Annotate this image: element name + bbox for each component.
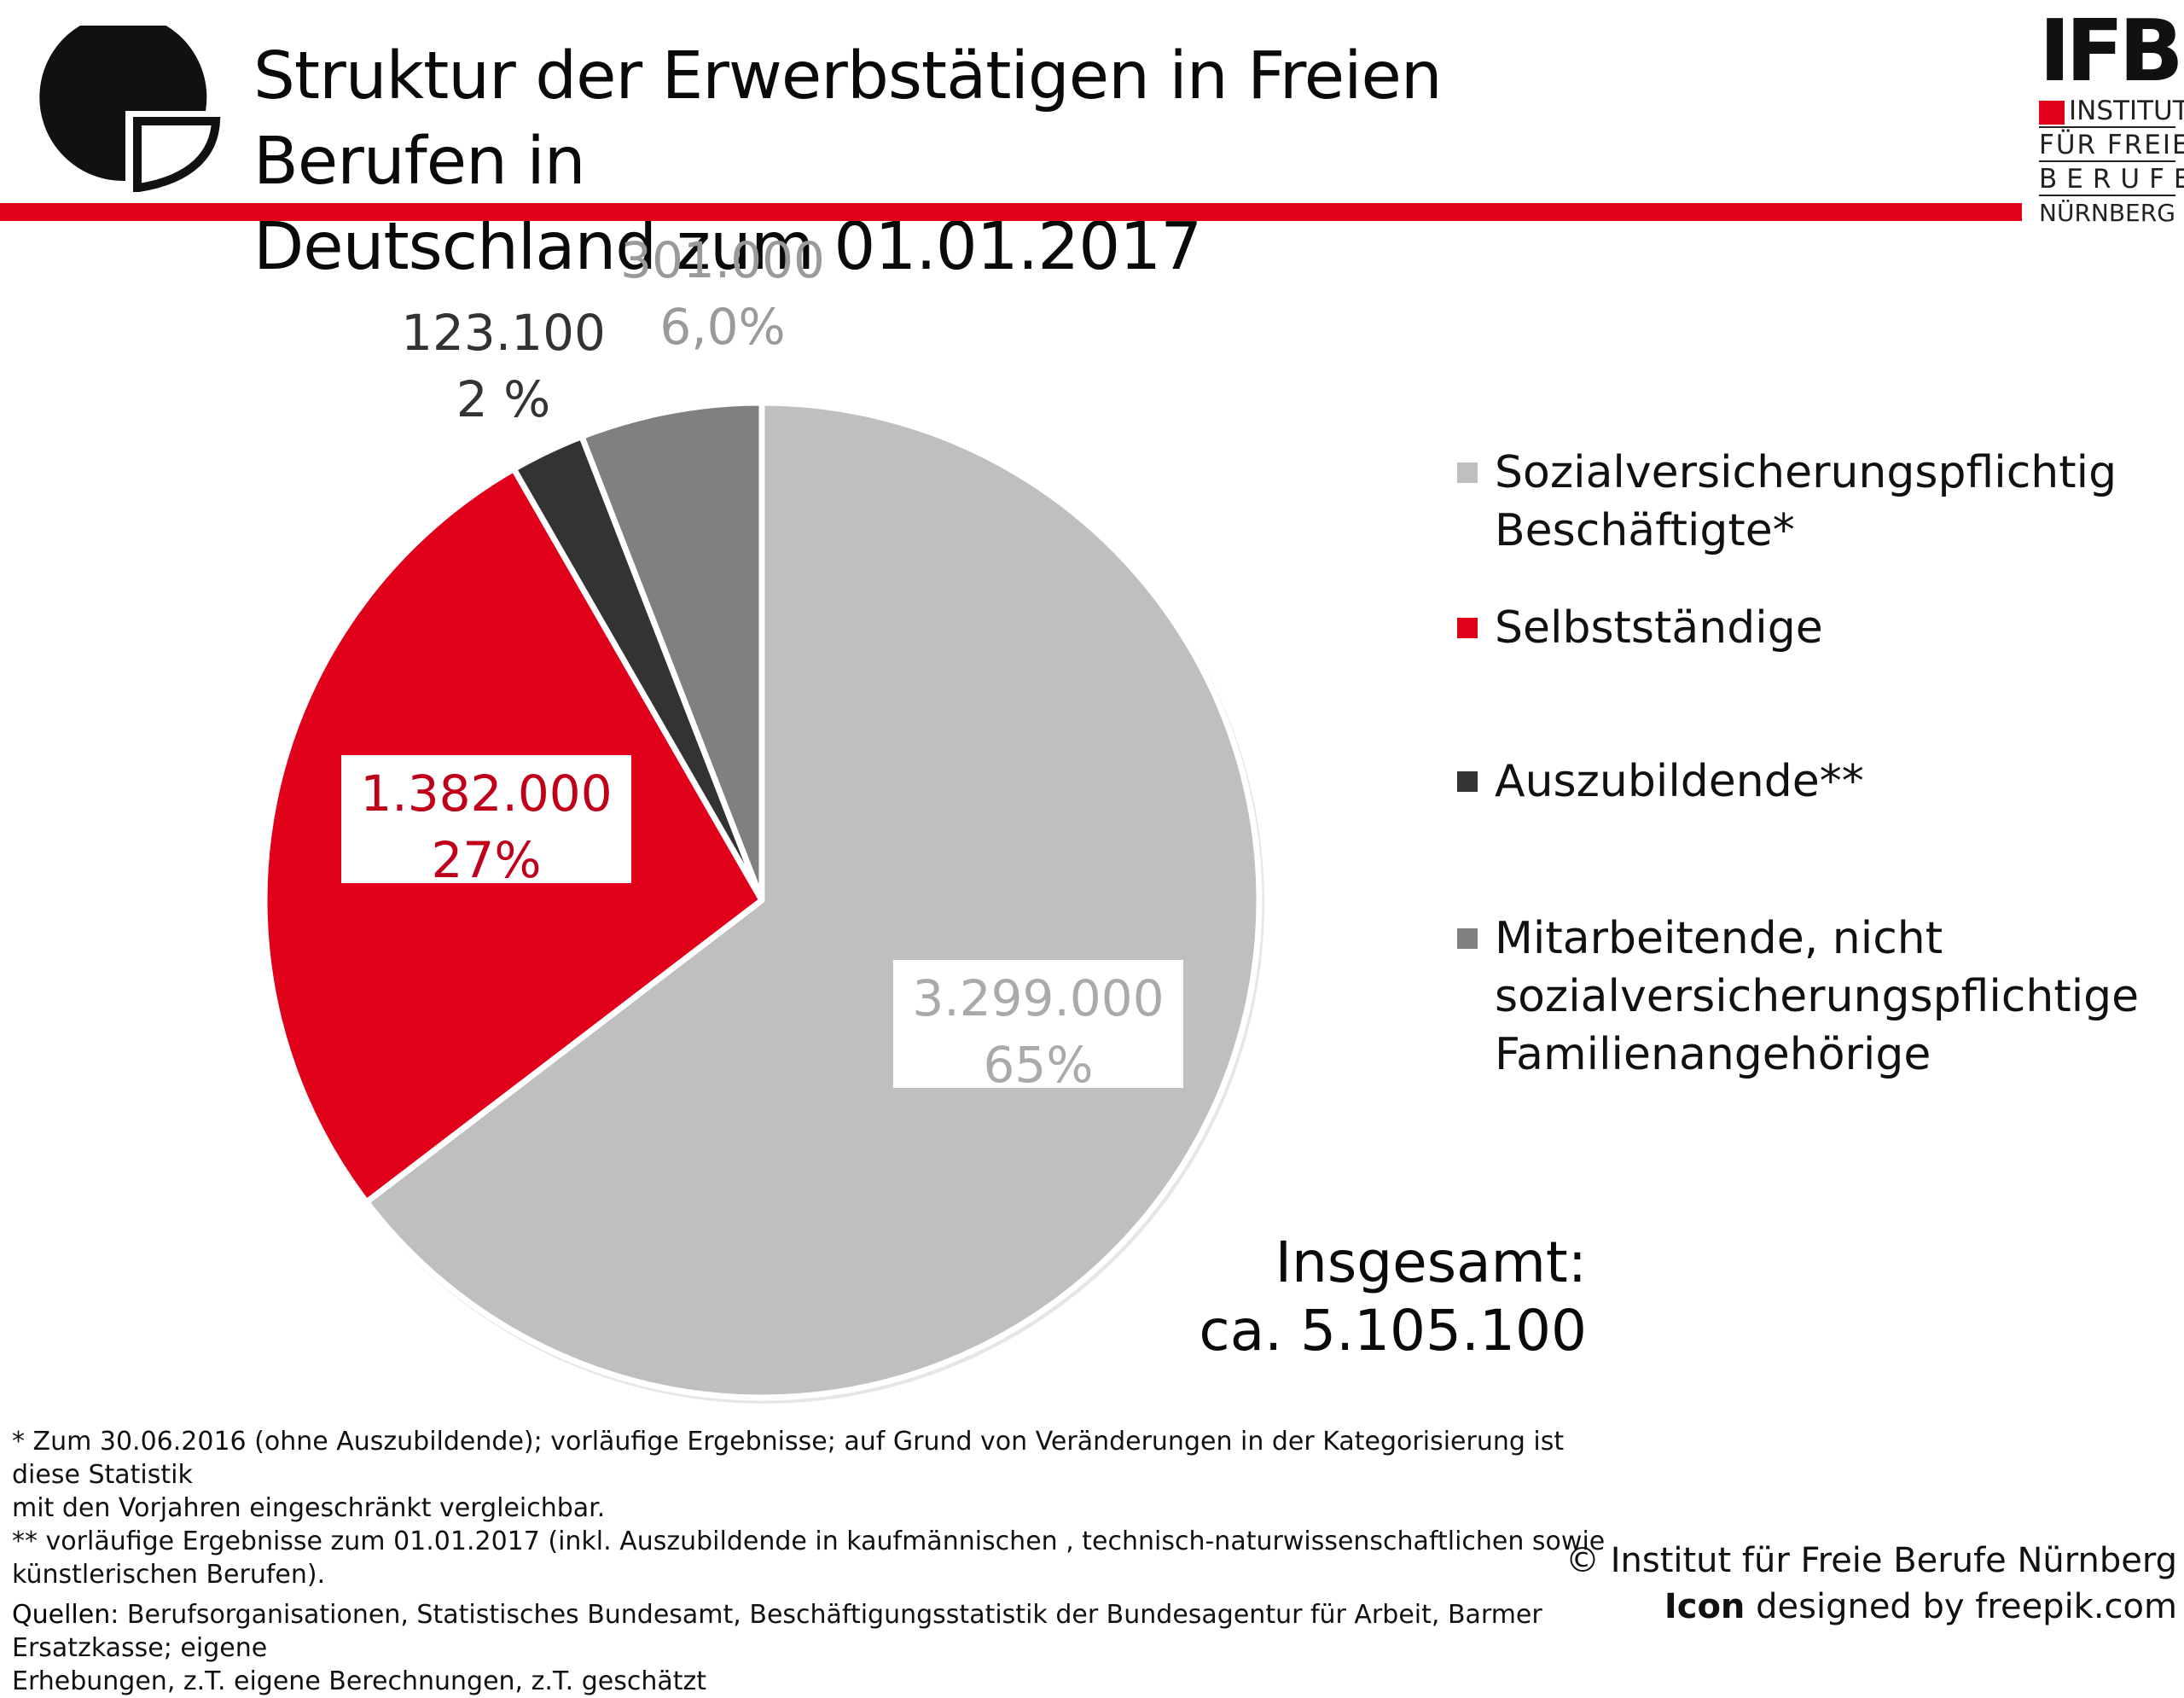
footnote-1-line-1: * Zum 30.06.2016 (ohne Auszubildende); v… [12,1427,1565,1490]
icon-credit-rest: designed by freepik.com [1745,1587,2177,1626]
legend-item-auszubildende: Auszubildende** [1450,753,2143,811]
legend-item-sozialversicherungspflichtig: Sozialversicherungspflichtig Beschäftigte… [1450,444,2143,560]
data-label-box [893,960,1183,1088]
data-label-percent: 6,0% [659,298,785,356]
total-label: Insgesamt: [1275,1230,1587,1295]
legend-swatch [1457,771,1478,792]
legend-item-mitarbeitende: Mitarbeitende, nicht sozialversicherungsp… [1450,910,2143,1084]
legend-label: Mitarbeitende, nicht [1495,913,1943,964]
footnote-2-line-2: künstlerischen Berufen). [12,1560,326,1590]
data-label-box [341,755,631,883]
legend-label: Selbstständige [1495,602,1823,654]
data-label-value: 301.000 [620,231,825,289]
ifb-line-4: NÜRNBERG [2039,199,2175,227]
ifb-red-square [2039,101,2065,125]
copyright-line: © Institut für Freie Berufe Nürnberg [1565,1541,2177,1580]
legend-label: Familienangehörige [1495,1029,1931,1080]
legend-label: Sozialversicherungspflichtig [1495,447,2117,498]
data-label-percent: 2 % [456,370,550,428]
legend-label: Auszubildende** [1495,756,1864,807]
ifb-abbreviation: IFB [2039,1,2184,101]
legend-swatch [1457,618,1478,638]
sources-text: : Berufsorganisationen, Statistisches Bu… [12,1600,1542,1663]
legend-label: Beschäftigte* [1495,505,1795,556]
credits: © Institut für Freie Berufe Nürnberg Ico… [1536,1538,2177,1630]
chart-total: Insgesamt: ca. 5.105.100 [1109,1229,1587,1365]
ifb-line-2: FÜR FREIE [2039,130,2184,160]
legend-item-selbststaendige: Selbstständige [1450,599,2143,657]
footnotes: * Zum 30.06.2016 (ohne Auszubildende); v… [12,1425,1633,1698]
ifb-line-3: BERUFE [2039,164,2184,195]
ifb-underline-2 [2039,160,2175,162]
pie-slice [363,399,1263,1401]
title-divider [0,203,2022,221]
page-title: Struktur der Erwerbstätigen in Freien Be… [253,34,1704,290]
data-label-value: 123.100 [401,304,606,362]
pie-slice [578,399,765,904]
legend-swatch [1457,462,1478,483]
sources-line-2: Erhebungen, z.T. eigene Berechnungen, z.… [12,1666,707,1696]
ifb-underline-3 [2039,195,2175,196]
title-line-2: Deutschland zum 01.01.2017 [253,209,1202,285]
data-label-percent: 27% [432,831,542,889]
footnote-1-line-2: mit den Vorjahren eingeschränkt vergleic… [12,1493,606,1523]
icon-credit-line: Icon designed by freepik.com [1536,1584,2177,1630]
ifb-logo: IFB INSTITUT FÜR FREIE BERUFE NÜRNBERG [2030,1,2184,230]
legend-swatch [1457,928,1478,949]
data-label-value: 3.299.000 [912,969,1164,1027]
pie-chart: 3.299.000 65% 1.382.000 27% 123.100 2 % 301.00… [264,231,1264,1404]
title-line-1: Struktur der Erwerbstätigen in Freien Be… [253,38,1443,200]
data-label-value: 1.382.000 [360,765,612,823]
data-label-percent: 65% [984,1036,1094,1094]
sources-label: Quellen [12,1600,111,1630]
ifb-underline-1 [2039,126,2175,128]
legend-label: sozialversicherungspflichtige [1495,971,2140,1022]
total-value: ca. 5.105.100 [1199,1298,1587,1364]
ifb-line-1: INSTITUT [2069,96,2184,126]
icon-credit-bold: Icon [1664,1587,1745,1626]
pie-d-logo-icon [39,26,221,192]
footnote-2-line-1: ** vorläufige Ergebnisse zum 01.01.2017 … [12,1526,1606,1556]
sources-line-1: Quellen: Berufsorganisationen, Statistis… [12,1598,1633,1665]
